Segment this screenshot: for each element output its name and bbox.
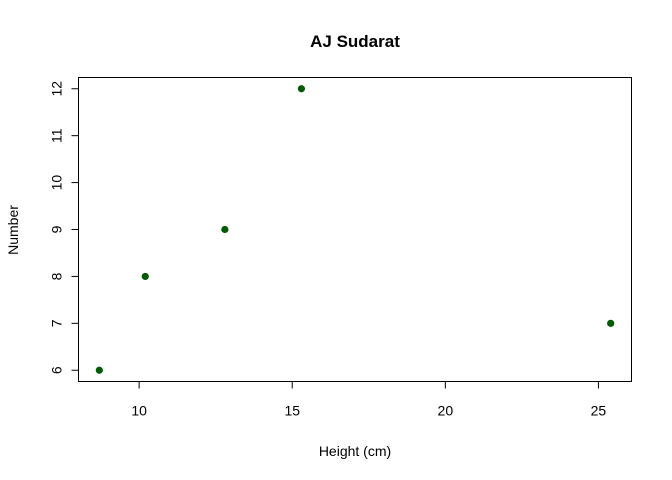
x-tick-label: 25 [591,403,607,419]
data-point [297,85,306,93]
x-tick-label: 20 [438,403,454,419]
y-tick-label: 9 [49,225,65,233]
y-tick-label: 8 [49,272,65,280]
data-point [141,272,149,281]
x-axis-label: Height (cm) [319,443,391,459]
y-tick-label: 6 [49,366,65,374]
x-axis: 10 15 20 25 [131,381,607,419]
x-tick-label: 15 [284,403,300,419]
x-tick-label: 10 [131,403,147,419]
data-point [221,225,229,234]
y-axis: 6 7 8 9 10 11 12 [49,81,79,374]
y-tick-label: 11 [49,128,65,143]
plot-area [78,77,632,382]
y-axis-label: Number [5,205,21,255]
y-tick-label: 7 [49,319,65,327]
data-point [607,319,615,327]
y-tick-label: 12 [49,81,65,97]
chart-title: AJ Sudarat [310,32,400,51]
data-points [95,85,615,374]
data-point [95,366,103,374]
y-tick-label: 10 [49,175,65,191]
